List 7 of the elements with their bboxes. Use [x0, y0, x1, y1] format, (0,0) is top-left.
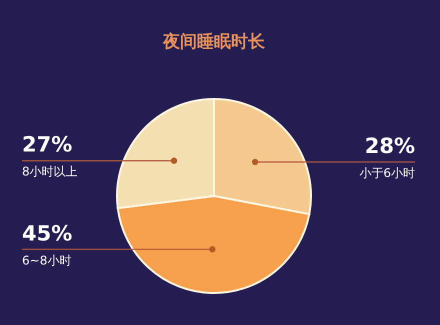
slice-label: 小于6小时	[359, 166, 415, 180]
chart-title: 夜间睡眠时长	[162, 32, 266, 52]
data-label: 28%	[364, 134, 415, 158]
slice-label: 8小时以上	[22, 164, 78, 179]
data-label: 27%	[22, 132, 72, 157]
data-label: 45%	[22, 221, 72, 246]
slice-label: 6~8小时	[22, 253, 72, 268]
